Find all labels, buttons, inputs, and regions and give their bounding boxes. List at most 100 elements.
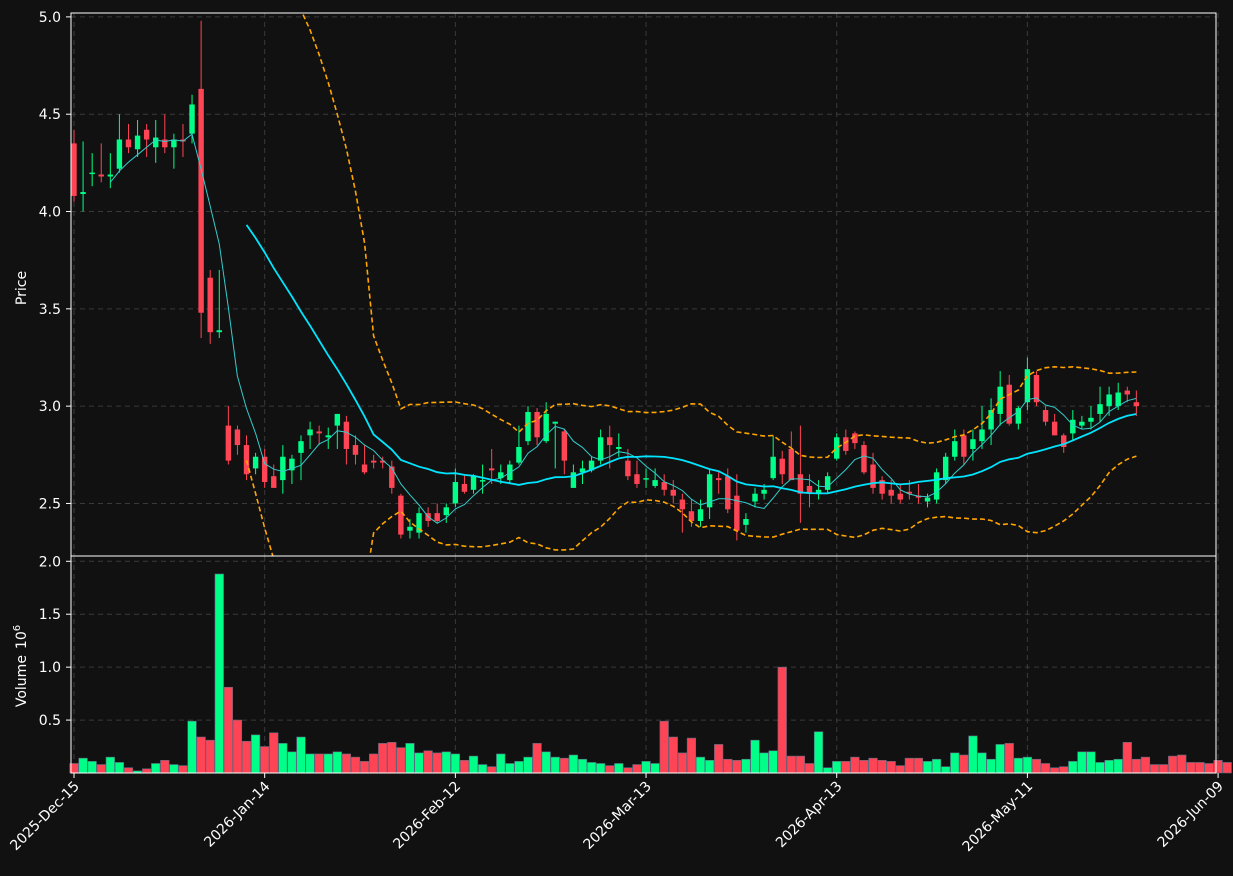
candle-body <box>616 447 622 449</box>
candle-body <box>806 485 813 494</box>
volume-bar <box>1104 759 1114 774</box>
volume-bar <box>605 765 615 774</box>
candle-body <box>752 493 758 502</box>
volume-bar <box>251 734 261 774</box>
candle-body <box>243 445 250 475</box>
volume-bar <box>378 743 388 774</box>
volume-bar <box>686 737 697 774</box>
volume-bar <box>995 744 1005 774</box>
volume-bar <box>568 754 578 774</box>
candle-body <box>271 476 277 488</box>
price-grid <box>71 13 1219 556</box>
price-tick-label: 3.5 <box>39 302 61 318</box>
candle-body <box>706 474 713 508</box>
candle-body <box>488 468 495 471</box>
volume-bar <box>1013 757 1023 774</box>
volume-bar <box>750 739 760 774</box>
candle-body <box>207 277 213 333</box>
candle-body <box>80 192 86 194</box>
volume-bar <box>1122 742 1132 774</box>
candle-body <box>1106 394 1112 407</box>
candle-body <box>479 480 486 482</box>
candle-body <box>316 431 322 434</box>
candle-body <box>570 472 577 488</box>
candle-body <box>997 386 1003 414</box>
candle-body <box>452 482 459 504</box>
volume-grid <box>71 556 1219 773</box>
volume-bar <box>813 731 824 774</box>
candle-body <box>1015 408 1022 424</box>
candle-body <box>715 478 722 481</box>
volume-bar <box>314 753 324 774</box>
volume-bar <box>596 763 606 774</box>
candle-body <box>961 435 967 457</box>
volume-bar <box>359 761 370 774</box>
volume-bar <box>1095 762 1105 774</box>
volume-bar <box>114 762 124 774</box>
volume-bar <box>178 765 188 774</box>
volume-bar <box>577 758 588 774</box>
candle-body <box>933 472 940 500</box>
volume-bar <box>895 765 905 774</box>
volume-bar <box>832 761 842 774</box>
candle-body <box>797 474 804 494</box>
candle-body <box>661 482 667 490</box>
price-panel: 2.5 3.0 3.5 4.0 4.5 5.0 Price <box>14 10 1219 557</box>
candle-body <box>280 456 286 481</box>
volume-bar <box>487 766 497 774</box>
candle-body <box>643 478 649 480</box>
volume-bar <box>78 757 88 774</box>
candle-body <box>888 489 894 496</box>
volume-bar <box>1004 743 1014 774</box>
candle-body <box>325 435 331 438</box>
candle-body <box>779 458 785 475</box>
candle-body <box>407 526 413 531</box>
volume-exponent-base: 10 <box>14 631 30 649</box>
candle-body <box>679 499 686 510</box>
candle-body <box>534 411 540 438</box>
ma-short-line <box>109 133 1137 524</box>
volume-bar <box>1149 764 1160 774</box>
candle-body <box>879 480 885 494</box>
price-tick-label: 5.0 <box>39 10 61 26</box>
candle-body <box>870 464 876 488</box>
volume-bar <box>623 767 633 774</box>
volume-bar <box>723 758 733 774</box>
volume-bar <box>1059 766 1069 774</box>
candle-body <box>298 441 304 453</box>
volume-bar <box>1195 762 1205 774</box>
volume-bar <box>305 753 315 774</box>
volume-bar <box>950 752 960 774</box>
candle-body <box>361 464 368 473</box>
price-tick-label: 3.0 <box>39 399 61 415</box>
volume-bar <box>704 759 715 774</box>
candle-body <box>543 413 549 442</box>
candle-body <box>1061 435 1067 448</box>
volume-bar <box>1050 767 1060 774</box>
volume-bar <box>1040 763 1051 774</box>
volume-bar <box>959 754 969 774</box>
upper-band-line <box>301 13 1137 459</box>
volume-bar <box>823 767 833 774</box>
ma-long-line <box>245 224 1137 495</box>
candle-body <box>71 143 77 196</box>
candle-body <box>843 437 849 451</box>
volume-bar <box>532 743 542 774</box>
volume-tick-label: 2.0 <box>39 554 61 570</box>
volume-bar <box>786 755 796 774</box>
volume-bar <box>986 758 996 774</box>
candle-body <box>852 433 858 444</box>
candle-body <box>915 495 922 498</box>
volume-bar <box>632 764 642 774</box>
candle-body <box>434 513 440 521</box>
candle-body <box>652 480 658 486</box>
volume-bar <box>123 767 134 774</box>
candle-body <box>398 495 404 535</box>
volume-bar <box>968 735 978 774</box>
candle-body <box>1079 421 1085 426</box>
volume-bar <box>1213 759 1223 774</box>
volume-bar <box>223 686 233 774</box>
volume-bar <box>677 752 687 774</box>
candle-body <box>734 495 740 531</box>
candle-body <box>352 445 359 455</box>
